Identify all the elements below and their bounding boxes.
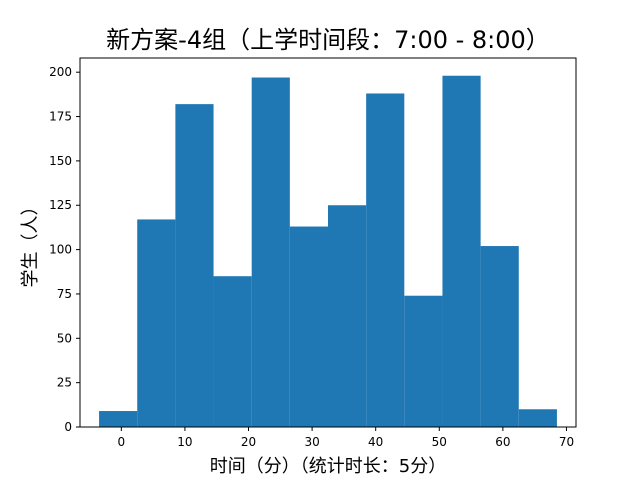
y-axis-label: 学生（人） [20,198,41,288]
y-tick-label: 50 [57,331,72,345]
histogram-bar [175,104,214,427]
x-tick-label: 30 [304,435,319,449]
y-tick-label: 175 [49,110,72,124]
x-tick-label: 40 [368,435,383,449]
histogram-bar [251,77,290,428]
x-tick-label: 70 [559,435,574,449]
histogram-bar [137,219,176,427]
y-tick-label: 125 [49,198,72,212]
x-tick-label: 50 [432,435,447,449]
y-tick-label: 25 [57,376,72,390]
plot-frame [79,57,577,428]
histogram-bar [518,409,557,427]
y-tick-label: 100 [49,243,72,257]
x-tick-label: 60 [495,435,510,449]
x-axis-ticks: 0 10 20 30 40 50 60 70 [118,427,574,449]
x-tick-label: 0 [118,435,126,449]
histogram-bar [480,246,519,427]
bars-group [99,75,557,428]
y-tick-label: 150 [49,154,72,168]
histogram-bar [366,93,405,427]
x-tick-label: 20 [241,435,256,449]
histogram-bar [328,205,367,427]
histogram-bar [99,411,138,427]
x-axis-label: 时间（分）（统计时长：5分） [210,456,446,477]
y-tick-label: 75 [57,287,72,301]
histogram-bar [442,75,481,427]
histogram-bar [289,226,328,427]
y-tick-label: 0 [64,420,72,434]
chart-title: 新方案-4组（上学时间段：7:00 - 8:00） [106,26,550,54]
x-tick-label: 10 [177,435,192,449]
histogram-bar [404,295,443,427]
histogram-bar [213,276,252,427]
y-tick-label: 200 [49,65,72,79]
y-axis-ticks: 0 25 50 75 100 125 150 175 200 [49,65,80,434]
